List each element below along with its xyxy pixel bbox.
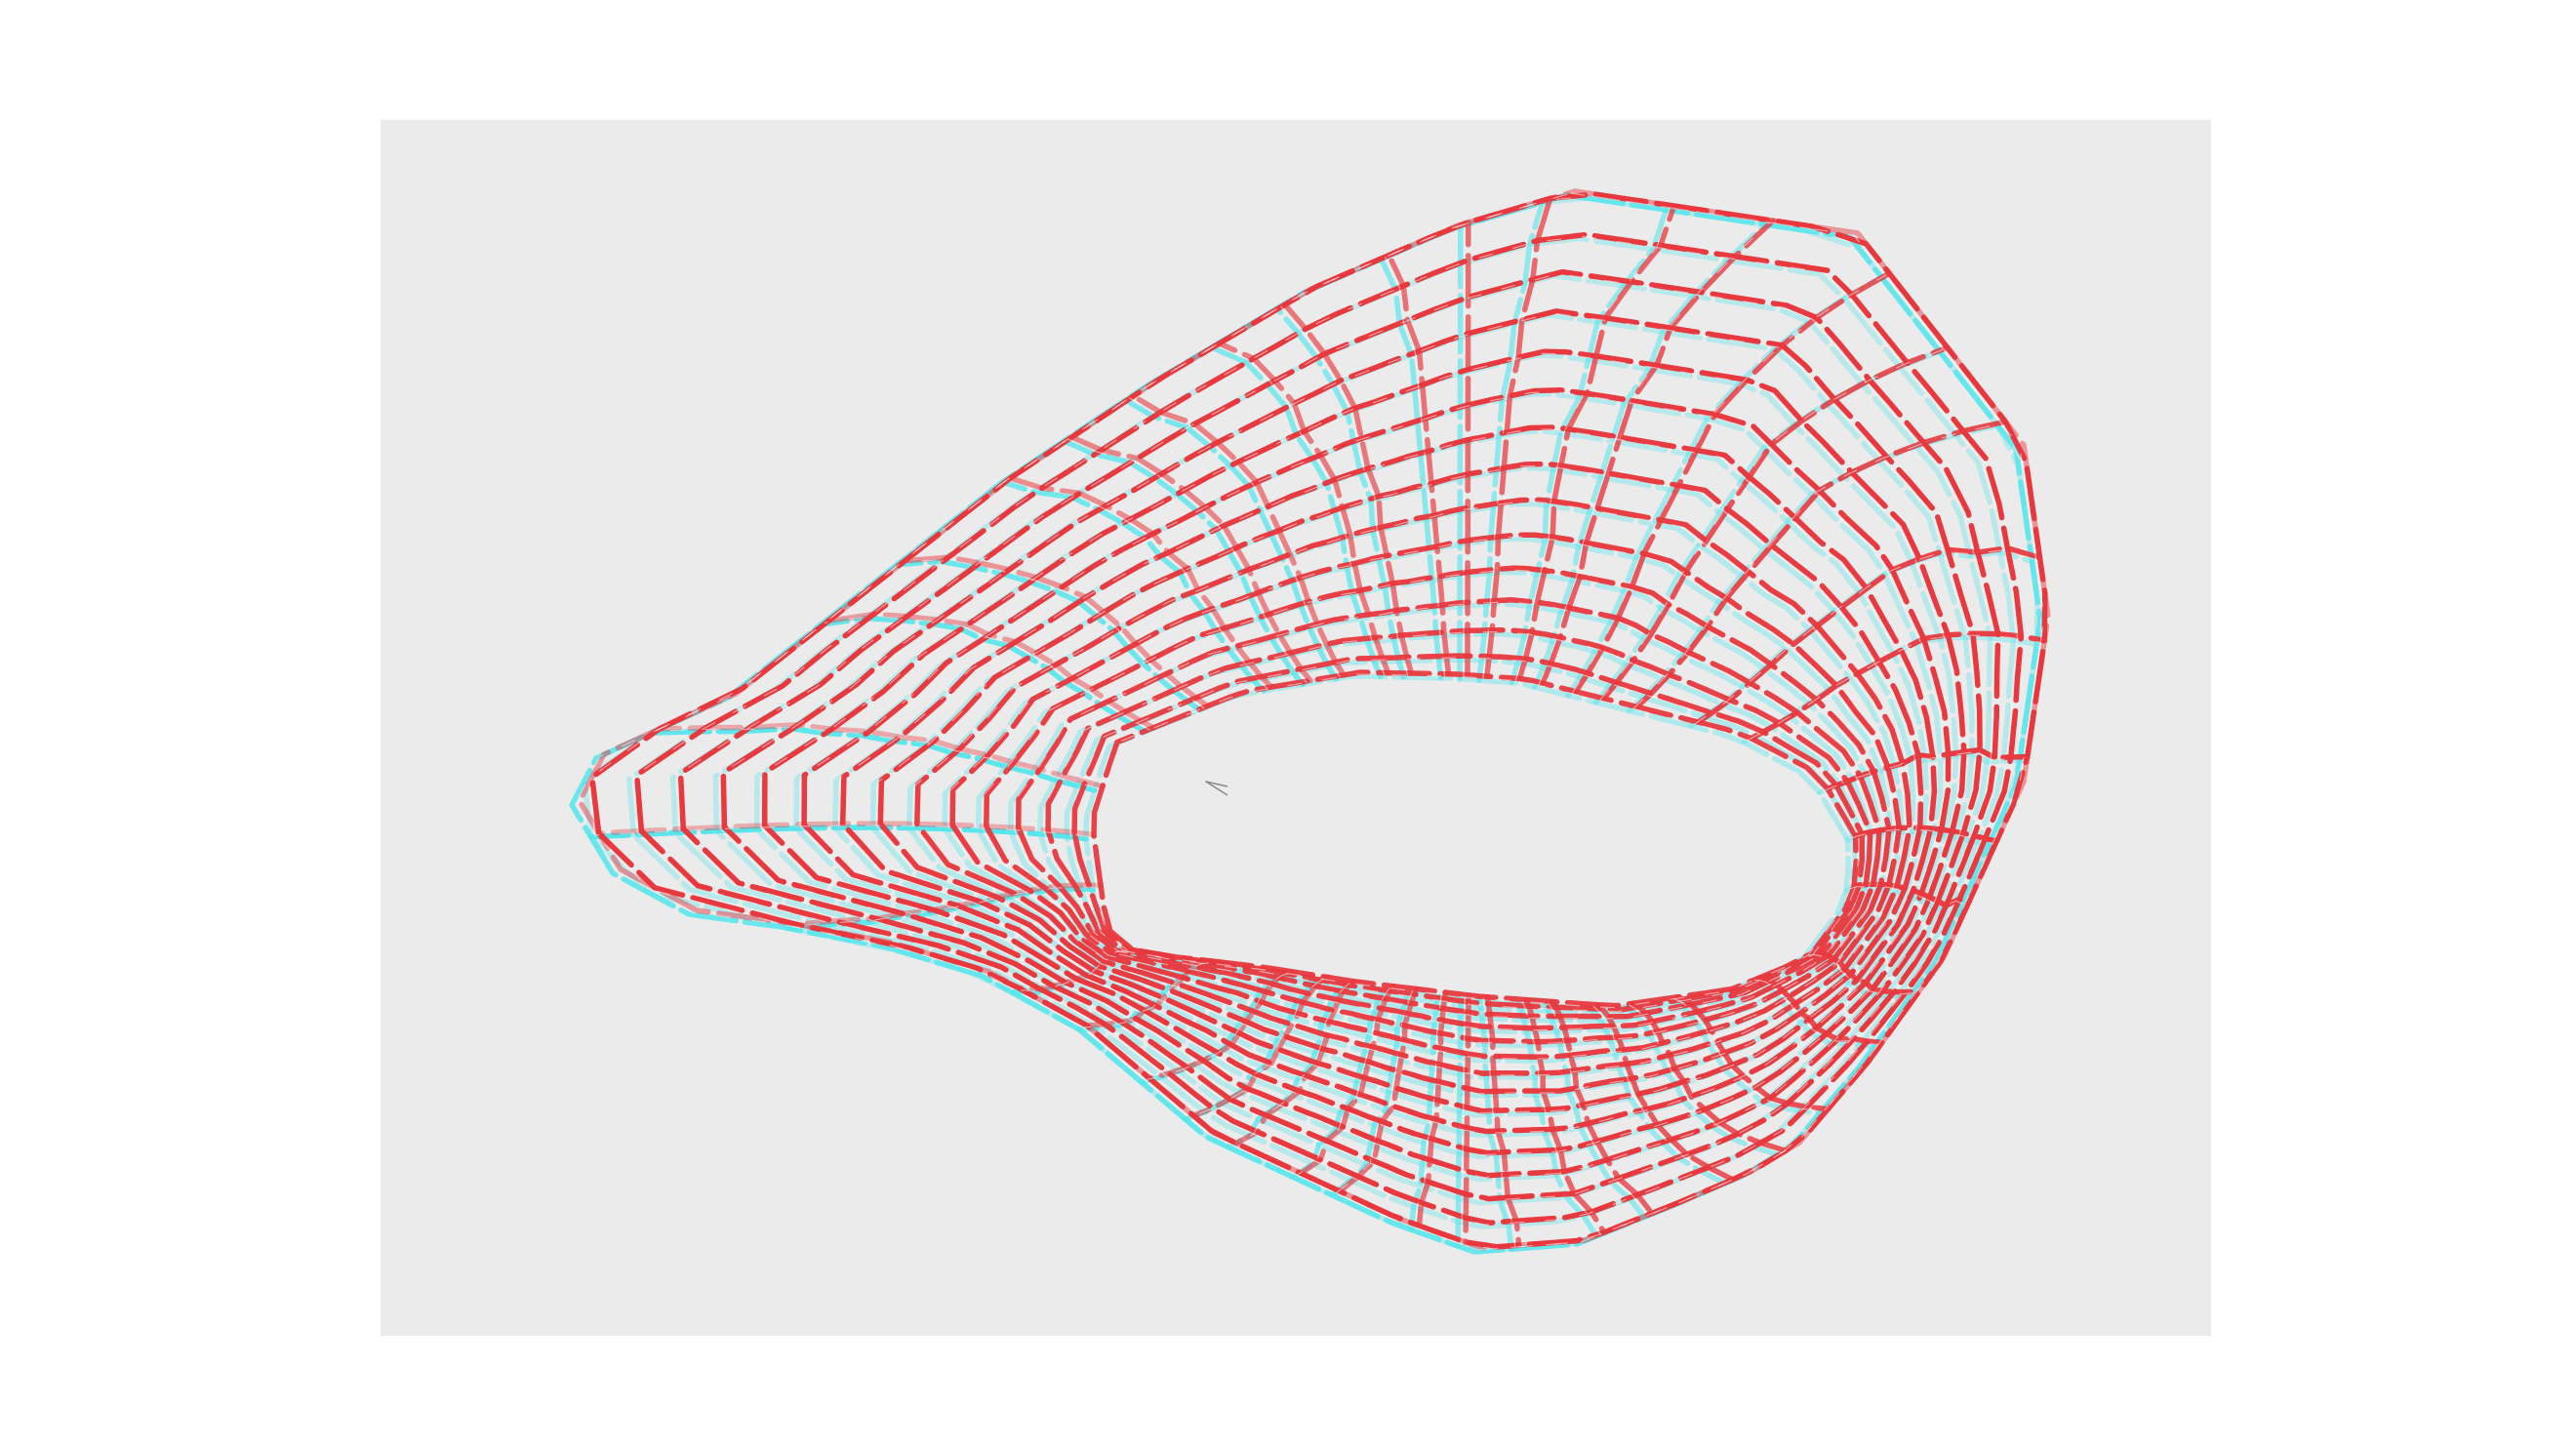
wire-segment <box>632 235 2019 1226</box>
wire-segment <box>1296 987 1390 1177</box>
wire-segment <box>1755 975 1885 1046</box>
wire-segment <box>1514 207 1671 682</box>
wire-segment <box>1463 223 1466 678</box>
wire-segment <box>1695 544 2043 725</box>
wire-segment <box>1482 199 1548 679</box>
wire-segment <box>1146 968 1295 1081</box>
wire-segment <box>1298 983 1396 1177</box>
wire-segment <box>1128 397 1341 678</box>
wire-segment <box>1414 993 1443 1228</box>
3d-viewport[interactable] <box>381 120 2211 1336</box>
wire-segment <box>575 192 2045 1251</box>
wire-segment <box>1043 631 1868 1020</box>
wire-segment <box>1014 949 1130 992</box>
wireframe-highlight <box>575 192 2045 1251</box>
wire-segment <box>1465 220 1471 678</box>
wire-segment <box>1463 992 1472 1245</box>
wire-segment <box>1005 479 1268 690</box>
wire-segment <box>1852 825 1999 844</box>
wire-segment <box>875 464 1918 1095</box>
wire-segment <box>790 886 1098 927</box>
wire-segment <box>900 558 1205 709</box>
wire-segment <box>1188 978 1324 1119</box>
wire-segment <box>655 726 1100 789</box>
wire-segment <box>1672 998 1826 1112</box>
wire-segment <box>1378 256 1444 681</box>
wire-segment <box>1509 207 1670 686</box>
wire-segment <box>1592 1006 1730 1183</box>
wire-segment <box>1850 828 1993 844</box>
wire-segment <box>594 825 1091 838</box>
wire-segment <box>792 882 1104 927</box>
wire-segment <box>1600 344 1951 702</box>
wire-segment <box>1216 341 1391 676</box>
wire-segment <box>1825 746 2031 792</box>
wire-segment <box>1282 302 1415 676</box>
wire-segment <box>1538 221 1770 686</box>
wire-segment <box>1214 344 1386 676</box>
wire-segment <box>1753 979 1879 1046</box>
wire-segment <box>1747 634 2041 742</box>
wire-segment <box>1516 203 1677 682</box>
wire-segment <box>1231 983 1350 1147</box>
wire-segment <box>595 821 1097 838</box>
wire-segment <box>1807 953 1916 995</box>
wire-segment <box>1016 946 1136 992</box>
wire-segment <box>1416 989 1449 1228</box>
wire-segment <box>1547 1002 1649 1217</box>
wire-segment <box>577 188 2051 1251</box>
wire-segment <box>914 497 1912 1076</box>
wire-segment <box>1280 305 1409 676</box>
wire-segment <box>1515 1000 1599 1239</box>
wire-segment <box>1594 1002 1736 1183</box>
wire-segment <box>1484 195 1553 679</box>
wire-segment <box>1476 997 1514 1252</box>
wire-segment <box>1145 973 1289 1081</box>
wire-segment <box>1532 221 1768 690</box>
wire-segment <box>656 721 1106 789</box>
wire-segment <box>799 391 1946 1135</box>
wire-segment <box>1549 998 1655 1217</box>
wire-segment <box>1629 1004 1783 1154</box>
wire-segment <box>1071 653 1866 1013</box>
wire-segment <box>1082 962 1209 1028</box>
wire-segment <box>1455 996 1465 1249</box>
wire-segment <box>1014 601 1876 1031</box>
arrow-cursor-icon <box>1205 781 1228 796</box>
wireframe-scene[interactable] <box>381 120 2211 1336</box>
wire-segment <box>1851 881 1972 908</box>
wire-segment <box>824 615 1150 731</box>
wire-segment <box>1540 218 1776 686</box>
wire-segment <box>1130 393 1347 678</box>
wire-segment <box>1233 978 1356 1147</box>
wire-segment <box>1068 434 1313 684</box>
wire-segment <box>1386 252 1452 677</box>
wire-segment <box>838 428 1932 1114</box>
wire-segment <box>675 273 1995 1202</box>
wire-segment <box>1484 993 1522 1248</box>
wire-segment <box>1067 438 1308 684</box>
wire-segment <box>1632 423 2002 710</box>
wire-segment <box>1809 949 1922 995</box>
wire-segment <box>1565 274 1885 699</box>
wire-segment <box>760 352 1961 1156</box>
wire-segment <box>1457 223 1464 682</box>
wire-segment <box>1573 270 1893 695</box>
wire-segment <box>1337 986 1420 1194</box>
wire-segment <box>1089 673 1853 1009</box>
wire-segment <box>1069 657 1859 1013</box>
wire-segment <box>1630 1000 1789 1154</box>
wire-segment <box>1523 996 1607 1235</box>
wire-segment <box>1693 549 2037 725</box>
